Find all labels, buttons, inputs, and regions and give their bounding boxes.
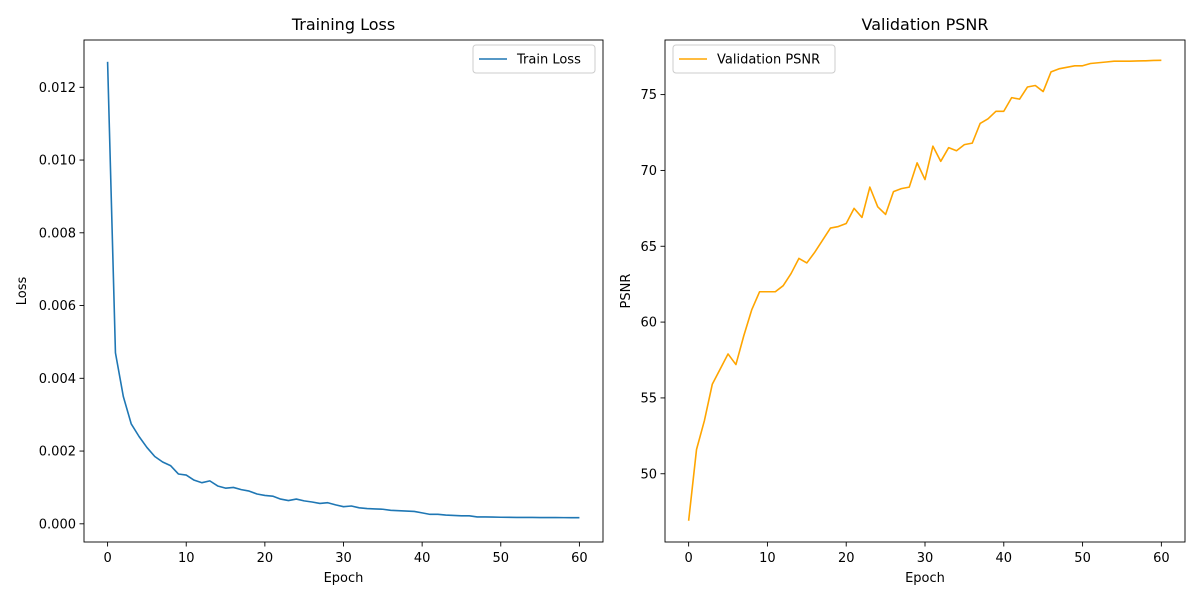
x-tick-label: 30 [335,551,352,566]
x-tick-label: 0 [103,551,111,566]
chart-title: Training Loss [291,15,395,34]
legend-box [472,44,596,74]
x-axis-label: Epoch [324,571,364,586]
y-tick-label: 0.010 [39,154,76,169]
y-tick-label: 55 [640,391,657,406]
x-tick-label: 10 [178,551,195,566]
x-tick-label: 10 [759,551,776,566]
legend: Validation PSNR [672,44,836,74]
legend-label: Validation PSNR [717,53,820,68]
legend-box [672,44,836,74]
y-tick-label: 70 [640,164,657,179]
y-tick-label: 65 [640,240,657,255]
x-tick-label: 40 [414,551,431,566]
y-tick-label: 0.012 [39,81,76,96]
x-tick-label: 50 [1074,551,1091,566]
plot-frame [83,39,604,543]
y-tick-label: 0.006 [39,299,76,314]
x-tick-label: 20 [257,551,274,566]
y-tick-label: 60 [640,316,657,331]
x-tick-label: 60 [1153,551,1170,566]
x-tick-label: 20 [838,551,855,566]
plot-frame [664,39,1186,543]
series-line-1 [687,59,1162,521]
y-tick-label: 0.002 [39,445,76,460]
x-tick-label: 60 [571,551,588,566]
x-tick-label: 50 [492,551,509,566]
y-axis-label: PSNR [619,274,634,309]
chart-panel-2: 0 10 20 30 40 50 60 50 55 60 65 70 75 Validation PSNR… [619,15,1186,586]
y-tick-label: 75 [640,88,657,103]
y-tick-label: 0.004 [39,372,76,387]
legend-label: Train Loss [516,53,581,68]
x-tick-label: 0 [684,551,692,566]
legend: Train Loss [472,44,596,74]
x-tick-label: 40 [996,551,1013,566]
y-tick-label: 50 [640,467,657,482]
series-line-1 [106,61,580,519]
chart-panel-1: 0 10 20 30 40 50 60 0.000 0.002 0.004 0.006 0.008 0.… [15,15,604,586]
y-tick-label: 0.008 [39,226,76,241]
x-axis-label: Epoch [905,571,945,586]
y-axis-label: Loss [15,277,30,306]
chart-title: Validation PSNR [862,15,989,34]
y-tick-label: 0.000 [39,517,76,532]
x-tick-label: 30 [917,551,934,566]
